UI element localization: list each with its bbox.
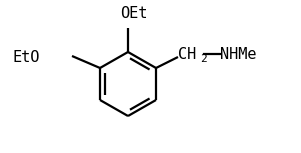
Text: 2: 2	[200, 54, 207, 64]
Text: NHMe: NHMe	[220, 47, 256, 62]
Text: EtO: EtO	[12, 50, 39, 65]
Text: CH: CH	[178, 47, 196, 62]
Text: OEt: OEt	[120, 6, 147, 21]
